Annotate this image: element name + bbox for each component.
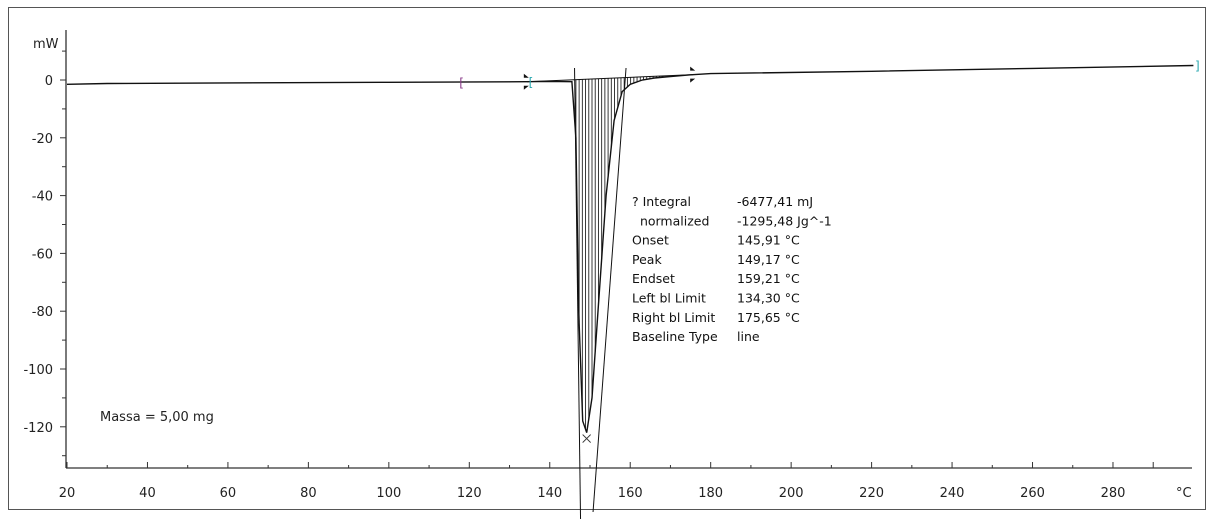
result-value: 149,17 °C (737, 252, 800, 267)
x-tick-label: 180 (698, 486, 723, 501)
y-tick-label: -60 (32, 247, 53, 262)
baseline-limit-marker-icon (690, 66, 696, 83)
x-tick-label: 100 (376, 486, 401, 501)
onset-tangent-line (574, 67, 582, 519)
y-axis-label: mW (33, 37, 59, 52)
x-axis-label: °C (1176, 486, 1192, 501)
y-tick-label: -20 (32, 132, 53, 147)
y-tick-label: 0 (45, 74, 53, 89)
range-end-bracket-icon: ] (1195, 59, 1200, 73)
result-label: Right bl Limit (632, 310, 715, 325)
y-tick-label: -120 (23, 421, 53, 436)
x-tick-label: 140 (537, 486, 562, 501)
baseline-limit-marker-icon (523, 73, 529, 90)
peak-marker-icon (582, 434, 592, 443)
x-tick-label: 120 (457, 486, 482, 501)
y-tick-label: -80 (32, 305, 53, 320)
y-tick-label: -100 (23, 363, 53, 378)
x-tick-label: 280 (1101, 486, 1126, 501)
result-label: Peak (632, 252, 662, 267)
range-start-bracket-icon: [ (459, 76, 464, 90)
result-value: -6477,41 mJ (737, 194, 813, 209)
result-label: normalized (632, 213, 709, 228)
x-tick-label: 240 (940, 486, 965, 501)
baseline-line (526, 74, 694, 83)
x-tick-label: 200 (779, 486, 804, 501)
result-value: 145,91 °C (737, 233, 800, 248)
x-tick-label: 40 (139, 486, 156, 501)
x-tick-label: 60 (220, 486, 237, 501)
result-value: 134,30 °C (737, 291, 800, 306)
mass-annotation: Massa = 5,00 mg (100, 410, 214, 425)
x-tick-label: 260 (1020, 486, 1045, 501)
result-label: ? Integral (632, 194, 691, 209)
y-tick-label: -40 (32, 190, 53, 205)
result-label: Onset (632, 233, 669, 248)
result-value: -1295,48 Jg^-1 (737, 213, 832, 228)
results-table: ? Integral -6477,41 mJ normalized -1295,48… (632, 194, 832, 344)
range-start-bracket-icon: [ (529, 76, 534, 90)
dsc-curve (66, 64, 1194, 433)
x-tick-label: 160 (618, 486, 643, 501)
x-tick-label: 220 (859, 486, 884, 501)
result-value: 175,65 °C (737, 310, 800, 325)
result-value: 159,21 °C (737, 271, 800, 286)
endset-tangent-line (592, 67, 627, 513)
chart-frame (8, 7, 1206, 510)
result-label: Left bl Limit (632, 291, 706, 306)
result-value: line (737, 329, 760, 344)
result-label: Baseline Type (632, 329, 718, 344)
x-tick-label: 20 (59, 486, 76, 501)
result-label: Endset (632, 271, 675, 286)
x-tick-label: 80 (300, 486, 317, 501)
